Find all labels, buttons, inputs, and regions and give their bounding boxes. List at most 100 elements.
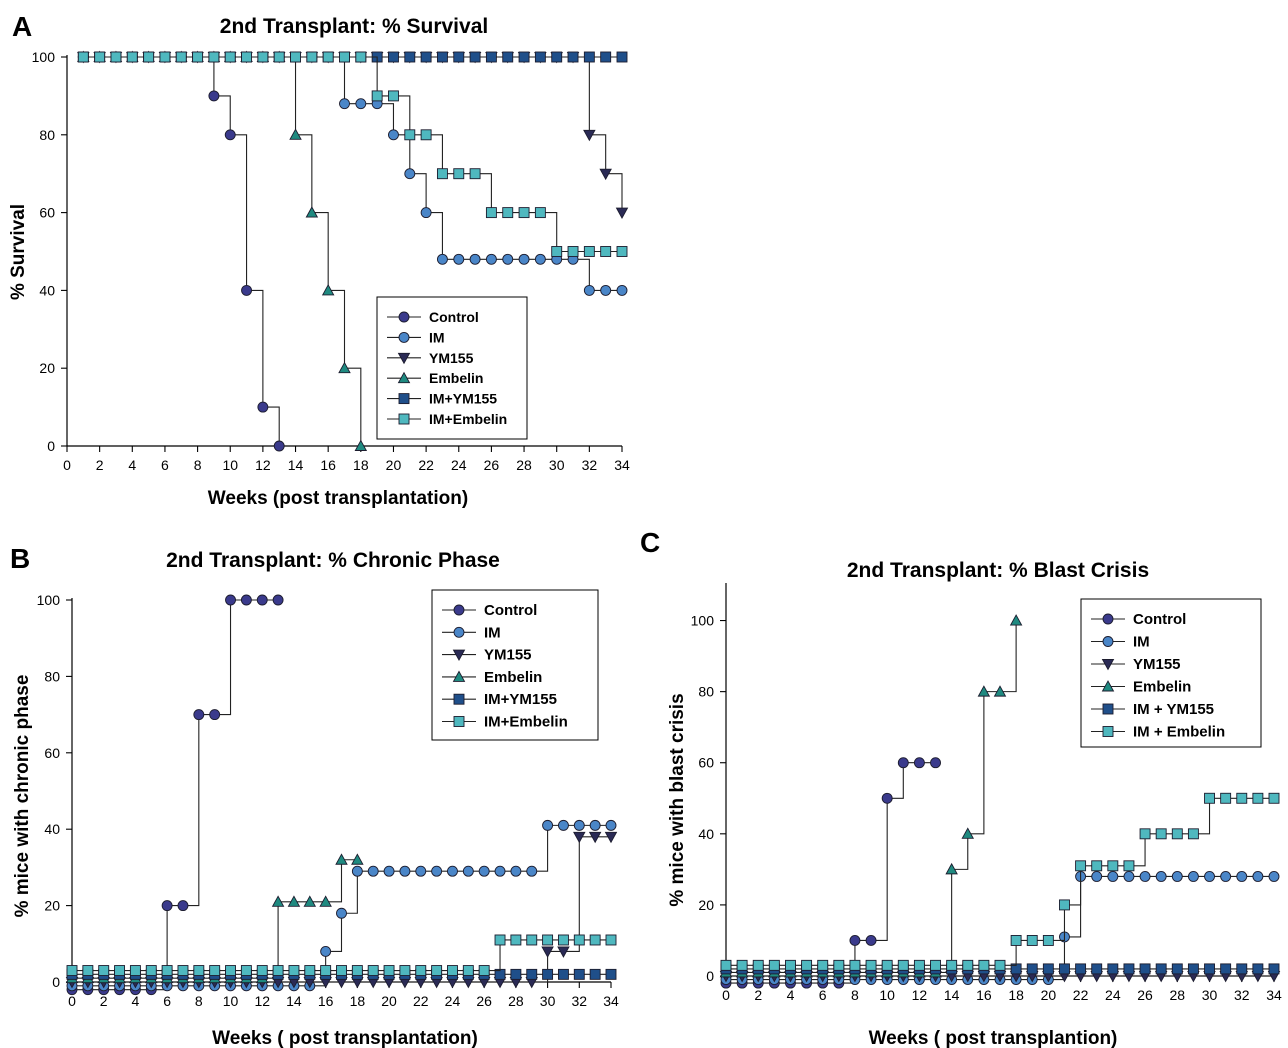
x-tick-label: 8 [194,457,202,473]
series-line [83,56,622,253]
y-tick-label: 40 [44,821,60,837]
x-tick-label: 2 [754,987,762,1003]
data-point [1155,828,1167,840]
data-point [271,895,285,907]
chart-title: 2nd Transplant: % Blast Crisis [847,559,1149,582]
data-point [288,965,300,976]
y-tick-label: 80 [44,668,60,684]
data-point [289,128,302,140]
data-point [420,207,432,219]
data-point [616,51,628,63]
data-point [1123,871,1135,882]
x-axis-label: Weeks (post transplantation) [208,488,468,509]
y-tick-label: 80 [39,127,55,143]
data-point [518,253,530,265]
data-point [436,168,448,180]
data-point [1042,963,1054,975]
data-point [583,246,595,257]
data-point [542,934,554,946]
data-point [583,284,595,296]
data-point [567,246,579,257]
data-point [946,959,958,971]
data-point [616,284,628,296]
axes: 0 2 4 6 8 10 12 14 16 18 20 22 24 26 28 30 32 34020406080… [32,49,630,473]
data-point [273,51,285,63]
data-point [161,965,173,976]
data-point [110,51,122,63]
y-tick-label: 0 [706,968,714,984]
data-point [339,51,350,63]
data-point [897,757,909,769]
x-tick-label: 0 [722,987,730,1003]
series-im-embelin [720,792,1280,971]
legend-label: IM + Embelin [1133,724,1225,741]
data-point [208,90,220,102]
data-point [256,594,268,606]
data-point [192,51,204,63]
data-point [849,959,861,971]
data-point [351,853,364,865]
chart-title: 2nd Transplant: % Survival [220,15,488,38]
x-tick-label: 4 [132,993,140,1009]
legend-marker [1101,680,1115,692]
y-axis-label: % mice with chronic phase [12,675,33,918]
data-point [399,865,411,877]
data-point [502,51,514,63]
legend-marker [397,352,411,365]
data-point [336,907,347,919]
legend-label: IM [1133,634,1150,651]
data-point [388,90,399,102]
data-point [383,865,395,877]
legend-label: IM [484,624,501,641]
data-point [1236,792,1248,804]
series-group [77,50,629,452]
series-im-embelin [77,51,628,257]
data-point [1009,614,1023,626]
x-tick-label: 26 [484,457,500,473]
data-point [1107,963,1119,975]
data-point [518,207,530,219]
data-point [616,246,628,257]
data-point [1252,792,1264,804]
x-tick-label: 2 [96,457,104,473]
data-point [1123,963,1135,975]
legend-marker [452,670,466,682]
panel-letter: C [640,527,660,558]
x-tick-label: 14 [286,993,302,1009]
y-tick-label: 80 [698,684,714,700]
x-tick-label: 2 [100,993,108,1009]
data-point [225,594,236,606]
data-point [1107,860,1119,872]
data-point [453,253,465,265]
data-point [485,207,497,219]
data-point [542,819,554,831]
data-point [355,98,367,110]
series-group [719,614,1281,989]
x-tick-label: 16 [320,457,336,473]
data-point [404,168,416,180]
x-tick-label: 14 [288,457,304,473]
x-tick-label: 26 [476,993,492,1009]
x-tick-label: 32 [1234,987,1250,1003]
data-point [388,129,399,141]
x-tick-label: 6 [163,993,171,1009]
data-point [1042,935,1054,946]
axes: 0 2 4 6 8 10 12 14 16 18 20 22 24 26 28 30 32 34020406080… [37,592,619,1009]
data-point [1091,871,1103,882]
legend-label: Embelin [429,370,483,386]
data-point [453,168,465,180]
legend-marker [453,626,465,638]
x-tick-label: 8 [195,993,203,1009]
data-point [573,934,585,946]
y-tick-label: 0 [52,974,60,990]
data-point [319,895,332,907]
data-point [431,865,443,877]
data-point [534,253,546,265]
series-line [83,56,623,213]
data-point [447,965,458,976]
legend-label: Embelin [1133,679,1191,696]
y-axis-label: % mice with blast crisis [667,693,688,906]
x-tick-label: 8 [851,987,859,1003]
data-point [961,827,975,839]
data-point [1252,871,1264,882]
